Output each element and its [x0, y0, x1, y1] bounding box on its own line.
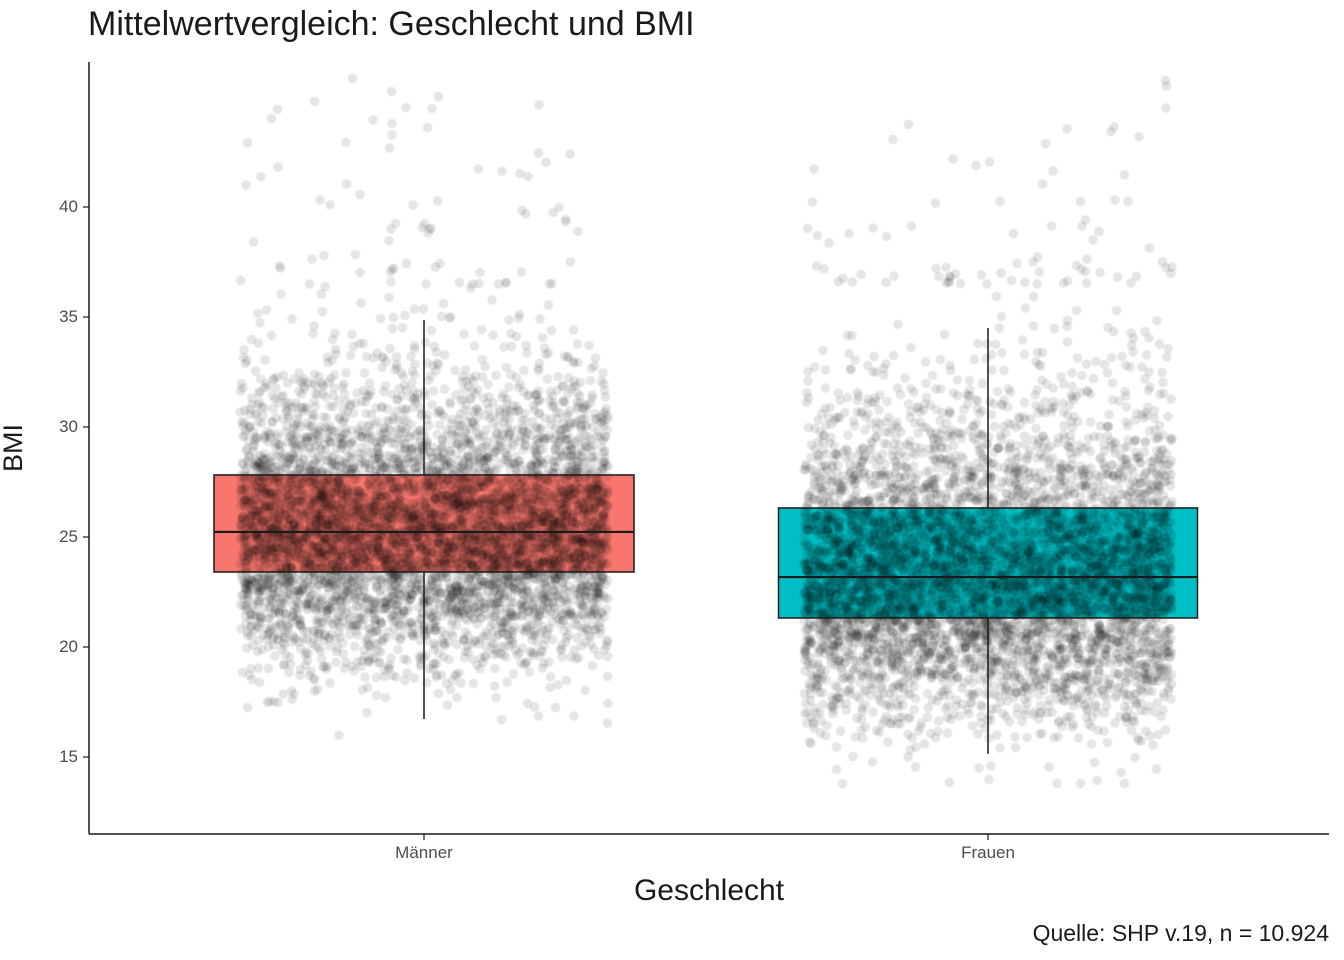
svg-text:40: 40	[59, 197, 78, 216]
svg-text:20: 20	[59, 637, 78, 656]
svg-text:BMI: BMI	[0, 424, 28, 472]
svg-text:Mittelwertvergleich: Geschlech: Mittelwertvergleich: Geschlecht und BMI	[88, 5, 695, 43]
svg-text:Frauen: Frauen	[961, 843, 1015, 862]
svg-text:25: 25	[59, 527, 78, 546]
svg-text:35: 35	[59, 307, 78, 326]
svg-text:Geschlecht: Geschlecht	[634, 874, 785, 907]
svg-text:Männer: Männer	[395, 843, 453, 862]
svg-text:30: 30	[59, 417, 78, 436]
svg-text:Quelle: SHP v.19, n = 10.924: Quelle: SHP v.19, n = 10.924	[1033, 920, 1330, 946]
svg-text:15: 15	[59, 747, 78, 766]
